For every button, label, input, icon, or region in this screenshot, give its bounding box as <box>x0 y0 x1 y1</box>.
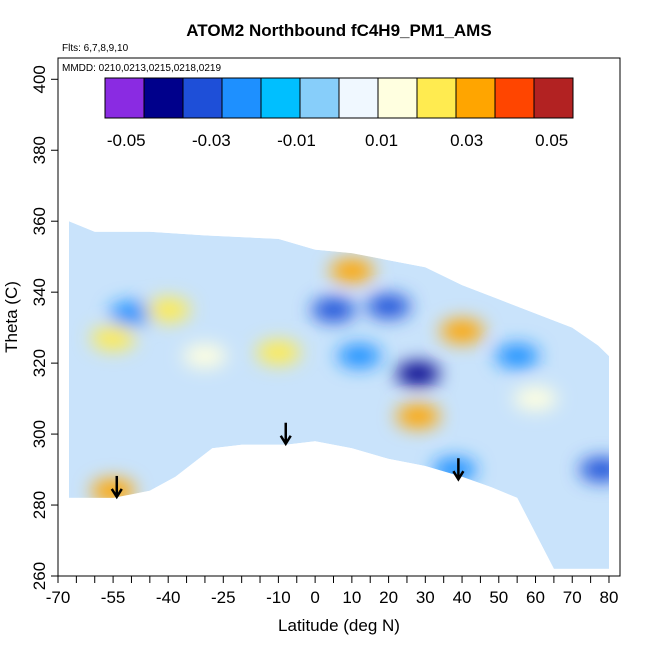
feature-patch-9 <box>366 294 411 319</box>
y-tick-label-1: 280 <box>30 491 49 519</box>
x-tick-label-9: 40 <box>453 588 472 607</box>
feature-patch-14 <box>495 344 540 368</box>
y-tick-label-0: 260 <box>30 562 49 590</box>
colorbar: -0.05 -0.03 -0.01 0.01 0.03 0.05 <box>104 77 574 150</box>
x-tick-label-5: 0 <box>310 588 319 607</box>
colorbar-bin-0 <box>105 78 145 118</box>
arrow-marker-2 <box>452 458 465 482</box>
x-tick-label-11: 60 <box>526 588 545 607</box>
x-tick-label-4: -10 <box>266 588 291 607</box>
colorbar-bin-10 <box>495 78 535 118</box>
colorbar-bin-2 <box>183 78 223 118</box>
arrow-marker-1 <box>279 422 292 447</box>
x-tick-label-12: 70 <box>563 588 582 607</box>
colorbar-bin-6 <box>339 78 379 118</box>
feature-patch-2 <box>109 301 154 326</box>
y-axis-label: Theta (C) <box>2 281 21 353</box>
y-tick-label-6: 380 <box>30 136 49 164</box>
colorbar-bin-3 <box>222 78 262 118</box>
colorbar-tick-label-2: -0.01 <box>277 131 316 150</box>
colorbar-bin-7 <box>378 78 418 118</box>
x-axis: -70 -55 -40 -25 -10 0 10 20 30 40 50 60 70 80 <box>46 576 619 607</box>
colorbar-bin-9 <box>456 78 496 118</box>
x-tick-label-13: 80 <box>600 588 619 607</box>
colorbar-bin-11 <box>534 78 574 118</box>
chart-title: ATOM2 Northbound fC4H9_PM1_AMS <box>186 21 491 40</box>
feature-patch-6 <box>311 297 356 322</box>
y-axis: 260 280 300 320 340 360 380 400 <box>30 65 58 590</box>
x-tick-label-3: -25 <box>211 588 236 607</box>
y-tick-label-7: 400 <box>30 65 49 93</box>
y-tick-label-5: 360 <box>30 207 49 235</box>
colorbar-tick-label-4: 0.03 <box>450 131 483 150</box>
cross-section <box>69 221 609 569</box>
x-tick-label-0: -70 <box>46 588 71 607</box>
x-tick-label-8: 30 <box>416 588 435 607</box>
x-tick-label-10: 50 <box>489 588 508 607</box>
x-axis-label: Latitude (deg N) <box>278 616 400 635</box>
colorbar-tick-label-3: 0.01 <box>365 131 398 150</box>
feature-patch-7 <box>329 258 374 283</box>
feature-patch-5 <box>256 340 301 365</box>
feature-patch-11 <box>396 404 440 429</box>
colorbar-tick-label-1: -0.03 <box>192 131 231 150</box>
section-background <box>69 221 609 569</box>
feature-patch-0 <box>91 326 136 351</box>
arrow-marker-0 <box>110 475 123 500</box>
feature-patch-16 <box>579 457 609 482</box>
y-tick-label-4: 340 <box>30 278 49 306</box>
feature-patch-8 <box>337 344 382 368</box>
x-tick-label-1: -55 <box>101 588 126 607</box>
feature-patch-3 <box>146 297 191 322</box>
x-tick-label-2: -40 <box>156 588 181 607</box>
flights-note: Flts: 6,7,8,9,10 <box>62 43 129 54</box>
colorbar-bin-8 <box>417 78 457 118</box>
x-tick-label-7: 20 <box>379 588 398 607</box>
colorbar-bin-4 <box>261 78 301 118</box>
colorbar-tick-label-0: -0.05 <box>107 131 146 150</box>
feature-patch-10 <box>396 361 440 386</box>
y-tick-label-3: 320 <box>30 349 49 377</box>
colorbar-bin-5 <box>300 78 340 118</box>
x-tick-label-6: 10 <box>342 588 361 607</box>
feature-patch-15 <box>513 386 558 411</box>
dates-note: MMDD: 0210,0213,0215,0218,0219 <box>62 63 221 74</box>
y-tick-label-2: 300 <box>30 420 49 448</box>
arrow-markers <box>110 422 465 500</box>
feature-patch-4 <box>182 344 227 368</box>
colorbar-tick-label-5: 0.05 <box>535 131 568 150</box>
colorbar-bin-1 <box>144 78 184 118</box>
feature-patch-12 <box>440 319 485 344</box>
